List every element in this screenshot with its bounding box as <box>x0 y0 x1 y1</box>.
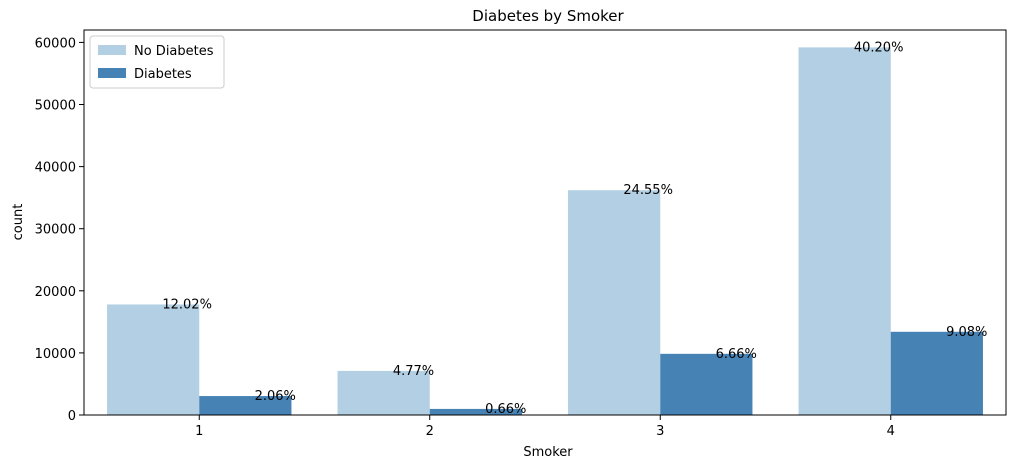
x-tick-label: 4 <box>887 424 895 439</box>
legend-swatch <box>98 45 126 55</box>
x-axis-label: Smoker <box>523 445 573 460</box>
y-tick-label: 0 <box>68 409 76 424</box>
legend-label: Diabetes <box>134 67 192 82</box>
bar-data-label: 6.66% <box>716 347 757 362</box>
bar-no-diabetes-1 <box>107 304 200 415</box>
bar-no-diabetes-2 <box>337 370 430 415</box>
bar-data-label: 12.02% <box>162 297 212 312</box>
bar-no-diabetes-3 <box>568 190 661 415</box>
bar-data-label: 24.55% <box>623 183 673 198</box>
bar-data-label: 4.77% <box>393 364 434 379</box>
bar-data-label: 0.66% <box>485 402 526 417</box>
bar-data-label: 9.08% <box>946 325 987 340</box>
y-tick-label: 60000 <box>35 36 76 51</box>
x-axis: 1 2 3 4 <box>195 415 895 439</box>
x-tick-label: 1 <box>195 424 203 439</box>
y-axis-label: count <box>11 204 26 241</box>
x-tick-label: 3 <box>656 424 664 439</box>
bar-labels-layer: 12.02% 4.77% 24.55% 40.20% 2.06% 0.66% 6.66% 9.… <box>162 40 987 417</box>
bar-data-label: 2.06% <box>255 389 296 404</box>
bar-diabetes-4 <box>890 331 983 415</box>
legend-swatch <box>98 68 126 78</box>
legend: No Diabetes Diabetes <box>89 35 225 89</box>
bars-layer <box>107 47 983 416</box>
plot-frame <box>83 29 1007 416</box>
y-tick-label: 30000 <box>35 223 76 238</box>
y-tick-label: 10000 <box>35 347 76 362</box>
bar-diabetes-1 <box>199 396 292 415</box>
legend-label: No Diabetes <box>134 44 214 59</box>
bar-diabetes-2 <box>429 408 522 415</box>
chart-title: Diabetes by Smoker <box>472 7 624 25</box>
bar-data-label: 40.20% <box>854 40 904 55</box>
y-tick-label: 40000 <box>35 161 76 176</box>
y-tick-label: 20000 <box>35 285 76 300</box>
bar-diabetes-3 <box>660 353 753 415</box>
bar-no-diabetes-4 <box>798 47 891 416</box>
x-tick-label: 2 <box>426 424 434 439</box>
y-axis: 0 10000 20000 30000 40000 50000 60000 <box>35 36 84 424</box>
y-tick-label: 50000 <box>35 99 76 114</box>
